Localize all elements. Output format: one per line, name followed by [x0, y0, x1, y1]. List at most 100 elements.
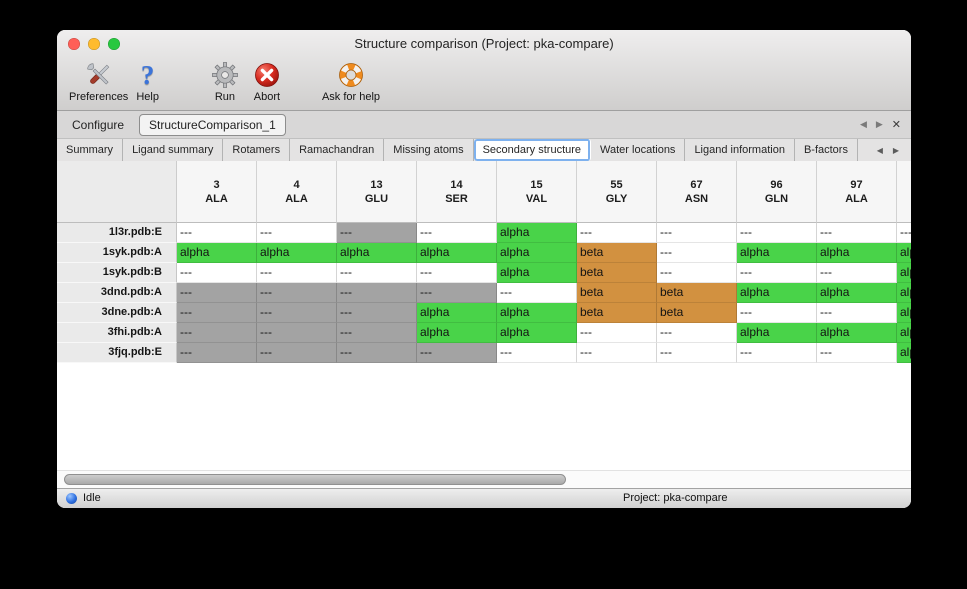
tab-back-icon[interactable]: ◀ [859, 119, 867, 129]
ss-cell[interactable]: alpha [257, 243, 337, 263]
ask-for-help-button[interactable]: Ask for help [318, 59, 384, 103]
row-header[interactable]: 3fhi.pdb:A [57, 323, 177, 343]
ss-cell[interactable]: alpha [337, 243, 417, 263]
scrollbar-thumb[interactable] [64, 474, 566, 485]
ss-cell[interactable]: --- [657, 343, 737, 363]
tab-forward-icon[interactable]: ▶ [875, 119, 883, 129]
ss-cell[interactable]: --- [337, 303, 417, 323]
ss-cell[interactable]: --- [257, 323, 337, 343]
ss-cell[interactable]: alpha [497, 243, 577, 263]
ss-cell[interactable]: alpha [417, 323, 497, 343]
column-header[interactable]: 15 VAL [497, 161, 577, 223]
ss-cell[interactable]: --- [817, 223, 897, 243]
ss-cell[interactable]: alpha [897, 283, 911, 303]
ss-cell[interactable]: --- [817, 263, 897, 283]
ss-cell[interactable]: alpha [737, 323, 817, 343]
subtab-forward-icon[interactable]: ▶ [892, 145, 899, 155]
ss-cell[interactable]: alpha [897, 263, 911, 283]
preferences-button[interactable]: Preferences [65, 59, 132, 103]
subtab-ligand-information[interactable]: Ligand information [685, 139, 795, 161]
ss-cell[interactable]: --- [737, 263, 817, 283]
ss-cell[interactable]: --- [737, 303, 817, 323]
ss-cell[interactable]: --- [337, 343, 417, 363]
subtab-ligand-summary[interactable]: Ligand summary [123, 139, 224, 161]
ss-cell[interactable]: alpha [417, 303, 497, 323]
ss-cell[interactable]: --- [257, 283, 337, 303]
ss-cell[interactable]: alpha [897, 323, 911, 343]
ss-cell[interactable]: --- [417, 283, 497, 303]
ss-cell[interactable]: --- [817, 343, 897, 363]
ss-cell[interactable]: --- [337, 283, 417, 303]
run-button[interactable]: Run [207, 59, 243, 103]
row-header[interactable]: 3dnd.pdb:A [57, 283, 177, 303]
ss-cell[interactable]: --- [497, 343, 577, 363]
ss-cell[interactable]: --- [817, 303, 897, 323]
ss-cell[interactable]: --- [177, 263, 257, 283]
ss-cell[interactable]: alpha [897, 303, 911, 323]
zoom-button[interactable] [108, 38, 120, 50]
row-header[interactable]: 3dne.pdb:A [57, 303, 177, 323]
tab-close-icon[interactable]: ✕ [891, 119, 901, 131]
tab-structurecomparison-1[interactable]: StructureComparison_1 [139, 113, 286, 136]
ss-cell[interactable]: alpha [497, 323, 577, 343]
ss-cell[interactable]: alpha [497, 223, 577, 243]
column-header[interactable]: 3 ALA [177, 161, 257, 223]
ss-cell[interactable]: alpha [897, 343, 911, 363]
ss-cell[interactable]: --- [417, 263, 497, 283]
tab-configure[interactable]: Configure [72, 117, 125, 132]
ss-cell[interactable]: --- [177, 223, 257, 243]
subtab-ramachandran[interactable]: Ramachandran [290, 139, 385, 161]
ss-cell[interactable]: beta [577, 303, 657, 323]
ss-cell[interactable]: --- [417, 343, 497, 363]
ss-cell[interactable]: beta [577, 283, 657, 303]
ss-cell[interactable]: --- [577, 323, 657, 343]
ss-cell[interactable]: --- [417, 223, 497, 243]
ss-cell[interactable]: --- [337, 223, 417, 243]
ss-cell[interactable]: alpha [737, 283, 817, 303]
ss-cell[interactable]: --- [657, 263, 737, 283]
ss-cell[interactable]: alpha [817, 283, 897, 303]
ss-cell[interactable]: --- [657, 323, 737, 343]
help-button[interactable]: ? Help [132, 59, 163, 104]
close-button[interactable] [68, 38, 80, 50]
row-header[interactable]: 3fjq.pdb:E [57, 343, 177, 363]
ss-cell[interactable]: alpha [737, 243, 817, 263]
ss-cell[interactable]: --- [497, 283, 577, 303]
ss-cell[interactable]: --- [177, 323, 257, 343]
ss-cell[interactable]: --- [337, 323, 417, 343]
ss-cell[interactable]: beta [657, 303, 737, 323]
ss-cell[interactable]: --- [257, 303, 337, 323]
ss-cell[interactable]: --- [577, 343, 657, 363]
ss-cell[interactable]: alpha [177, 243, 257, 263]
subtab-water-locations[interactable]: Water locations [591, 139, 686, 161]
row-header[interactable]: 1syk.pdb:A [57, 243, 177, 263]
ss-cell[interactable]: alpha [497, 303, 577, 323]
subtab-rotamers[interactable]: Rotamers [223, 139, 291, 161]
ss-cell[interactable]: --- [177, 303, 257, 323]
ss-cell[interactable]: alpha [817, 243, 897, 263]
column-header[interactable]: 4 ALA [257, 161, 337, 223]
horizontal-scrollbar[interactable] [57, 470, 911, 488]
column-header[interactable]: 14 SER [417, 161, 497, 223]
ss-cell[interactable]: alpha [897, 243, 911, 263]
ss-cell[interactable]: --- [577, 223, 657, 243]
ss-cell[interactable]: --- [177, 283, 257, 303]
column-header[interactable]: 67 ASN [657, 161, 737, 223]
ss-cell[interactable]: --- [737, 223, 817, 243]
ss-cell[interactable]: --- [177, 343, 257, 363]
ss-cell[interactable]: alpha [417, 243, 497, 263]
ss-cell[interactable]: beta [657, 283, 737, 303]
abort-button[interactable]: Abort [249, 59, 285, 103]
column-header[interactable]: 13 GLU [337, 161, 417, 223]
ss-cell[interactable]: --- [657, 243, 737, 263]
subtab-summary[interactable]: Summary [57, 139, 124, 161]
ss-cell[interactable]: alpha [497, 263, 577, 283]
ss-cell[interactable]: beta [577, 263, 657, 283]
ss-cell[interactable]: --- [257, 263, 337, 283]
ss-cell[interactable]: --- [897, 223, 911, 243]
ss-cell[interactable]: alpha [817, 323, 897, 343]
column-header[interactable]: 96 GLN [737, 161, 817, 223]
subtab-missing-atoms[interactable]: Missing atoms [384, 139, 474, 161]
ss-cell[interactable]: --- [737, 343, 817, 363]
minimize-button[interactable] [88, 38, 100, 50]
